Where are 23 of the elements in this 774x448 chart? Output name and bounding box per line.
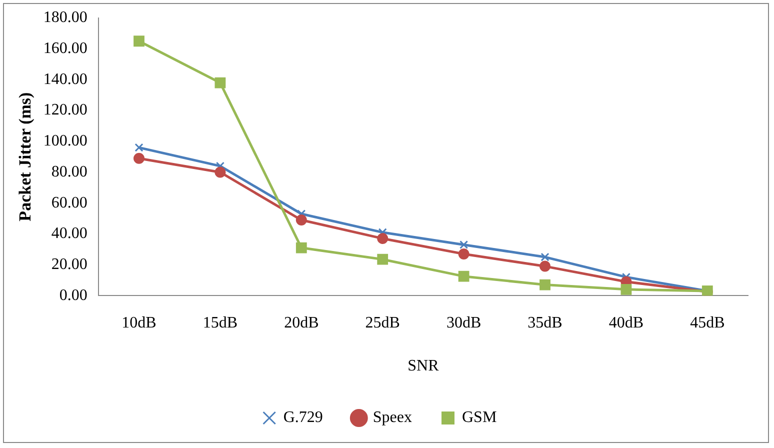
y-tick-label: 60.00: [51, 194, 88, 212]
y-tick-label: 140.00: [43, 70, 88, 88]
x-tick-label: 30dB: [446, 314, 482, 332]
y-tick-label: 40.00: [51, 225, 88, 242]
x-axis-title: SNR: [408, 358, 440, 375]
y-tick-label: 100.00: [43, 132, 88, 150]
y-tick-label: 180.00: [43, 9, 88, 26]
y-tick-label: 80.00: [51, 163, 88, 180]
y-tick-label: 160.00: [43, 40, 88, 58]
legend-label: Speex: [372, 409, 412, 426]
y-axis-title: Packet Jitter (ms): [16, 92, 35, 222]
x-tick-label: 25dB: [365, 314, 400, 332]
y-tick-label: 20.00: [51, 256, 88, 273]
x-tick-label: 10dB: [122, 314, 156, 332]
legend-label: G.729: [283, 409, 323, 426]
x-tick-label: 35dB: [528, 314, 562, 332]
y-tick-label: 120.00: [43, 102, 88, 119]
y-tick-label: 0.00: [59, 286, 88, 304]
x-tick-label: 20dB: [284, 314, 319, 332]
x-tick-label: 45dB: [690, 314, 725, 332]
x-tick-label: 40dB: [608, 314, 644, 332]
legend-label: GSM: [462, 409, 497, 426]
x-tick-label: 15dB: [202, 314, 238, 332]
